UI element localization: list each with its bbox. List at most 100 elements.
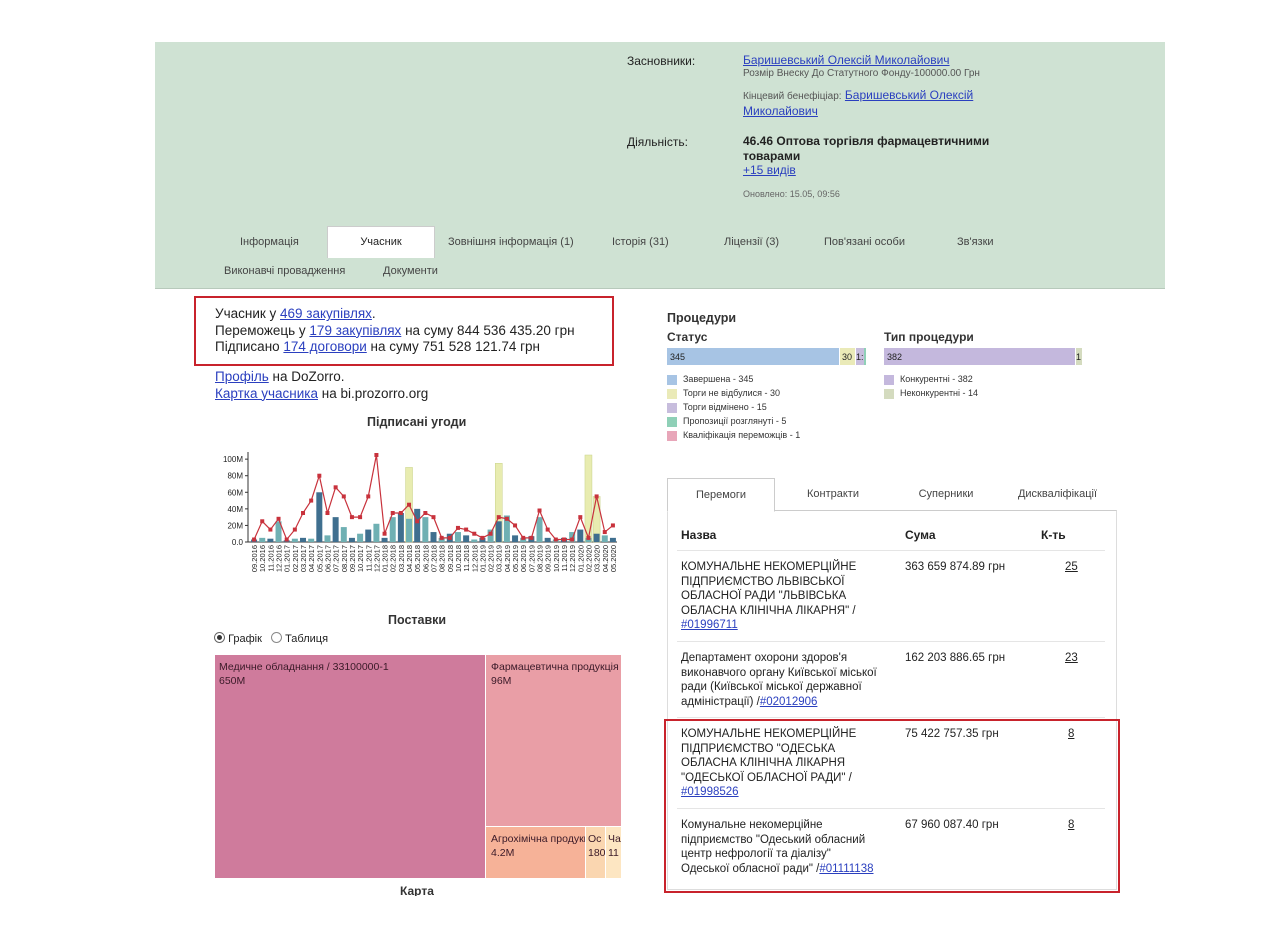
treemap-cell[interactable]: Медичне обладнання / 33100000-1 650M: [215, 655, 486, 878]
deal-bar[interactable]: [479, 537, 486, 542]
tab-wins[interactable]: Перемоги: [667, 478, 775, 512]
deal-bar[interactable]: [463, 535, 470, 542]
deal-bar[interactable]: [544, 537, 551, 542]
tab-enforcement[interactable]: Виконавчі провадження: [224, 265, 346, 277]
deal-bar[interactable]: [438, 537, 445, 542]
deal-bar[interactable]: [373, 523, 380, 542]
deal-bar[interactable]: [520, 537, 527, 542]
deals-point[interactable]: [439, 535, 444, 540]
deal-bar[interactable]: [601, 535, 608, 542]
deals-point[interactable]: [447, 535, 452, 540]
treemap-cell[interactable]: Ча 11: [606, 827, 621, 878]
deal-bar[interactable]: [381, 537, 388, 542]
deals-point[interactable]: [480, 535, 485, 540]
deals-point[interactable]: [292, 527, 297, 532]
deals-point[interactable]: [586, 535, 591, 540]
deal-bar[interactable]: [512, 535, 519, 542]
tab-contracts[interactable]: Контракти: [807, 488, 859, 500]
deals-point[interactable]: [276, 516, 281, 521]
deals-point[interactable]: [374, 453, 379, 457]
tab-competitors[interactable]: Суперники: [918, 488, 974, 500]
deal-bar[interactable]: [397, 513, 404, 542]
deals-point[interactable]: [496, 515, 501, 520]
deals-point[interactable]: [529, 535, 534, 540]
deals-point[interactable]: [423, 511, 428, 515]
deals-point[interactable]: [521, 535, 526, 540]
status-bar-segment[interactable]: 1:: [856, 348, 864, 365]
status-bar-segment[interactable]: [864, 348, 866, 365]
deal-bar[interactable]: [454, 532, 461, 542]
deals-point[interactable]: [513, 523, 518, 528]
deal-bar[interactable]: [316, 492, 323, 542]
deal-bar[interactable]: [471, 539, 478, 542]
deals-point[interactable]: [260, 519, 265, 524]
deal-bar[interactable]: [430, 532, 437, 542]
deals-point[interactable]: [366, 494, 371, 499]
deal-bar[interactable]: [357, 533, 364, 542]
deals-point[interactable]: [578, 515, 583, 520]
deal-bar[interactable]: [324, 535, 331, 542]
deals-point[interactable]: [407, 502, 412, 507]
row-count-link[interactable]: 8: [1068, 819, 1075, 831]
deals-point[interactable]: [333, 485, 338, 490]
radio-table[interactable]: [271, 632, 283, 643]
treemap-cell[interactable]: Фармацевтична продукція 96M: [486, 655, 621, 827]
deals-point[interactable]: [301, 511, 306, 515]
buyer-code-link[interactable]: #01996711: [681, 619, 738, 631]
buyer-code-link[interactable]: #01111138: [819, 862, 874, 875]
deals-point[interactable]: [252, 537, 257, 542]
deal-bar[interactable]: [308, 538, 315, 542]
row-count-link[interactable]: 23: [1065, 652, 1078, 664]
deal-bar[interactable]: [536, 517, 543, 542]
deal-bar[interactable]: [348, 537, 355, 542]
type-bar-segment[interactable]: 382: [884, 348, 1075, 365]
deals-point[interactable]: [610, 523, 615, 528]
deal-bar[interactable]: [414, 508, 421, 542]
deal-bar[interactable]: [585, 537, 592, 542]
deal-bar[interactable]: [422, 517, 429, 542]
deals-point[interactable]: [504, 516, 509, 521]
deal-bar[interactable]: [577, 529, 584, 542]
deals-point[interactable]: [268, 527, 273, 532]
deals-point[interactable]: [358, 515, 363, 520]
deals-point[interactable]: [349, 515, 354, 520]
deal-bar[interactable]: [365, 529, 372, 542]
tab-related-persons[interactable]: Пов'язані особи: [824, 236, 905, 248]
deal-bar[interactable]: [495, 521, 502, 542]
contracts-link[interactable]: 174 договори: [283, 339, 367, 354]
status-bar-segment[interactable]: 345: [667, 348, 839, 365]
tab-external-info[interactable]: Зовнішня інформація (1): [448, 236, 574, 248]
deals-point[interactable]: [325, 511, 330, 515]
status-bar-segment[interactable]: 30: [840, 348, 855, 365]
deals-point[interactable]: [570, 537, 575, 542]
deals-point[interactable]: [431, 515, 436, 520]
tab-history[interactable]: Історія (31): [612, 236, 669, 248]
participant-card-link[interactable]: Картка учасника: [215, 385, 318, 401]
row-count-link[interactable]: 8: [1068, 728, 1075, 740]
beneficiary-link[interactable]: Баришевський Олексій: [844, 88, 974, 102]
deal-bar[interactable]: [389, 517, 396, 542]
wins-link[interactable]: 179 закупівлях: [309, 322, 402, 338]
tab-disqualifications[interactable]: Дискваліфікації: [1017, 488, 1098, 500]
deals-point[interactable]: [415, 519, 420, 524]
deals-point[interactable]: [284, 537, 289, 542]
participations-link[interactable]: 469 закупівлях: [280, 306, 372, 321]
treemap-cell[interactable]: Агрохімічна продукція 4.2M: [486, 827, 586, 878]
deals-point[interactable]: [537, 508, 542, 513]
deal-bar[interactable]: [291, 538, 298, 542]
deal-bar[interactable]: [503, 515, 510, 542]
treemap-cell[interactable]: Ос 180: [586, 827, 606, 878]
deal-bar[interactable]: [340, 527, 347, 542]
buyer-code-link[interactable]: #01998526: [681, 786, 739, 798]
deals-point[interactable]: [472, 531, 477, 536]
deal-bar[interactable]: [275, 521, 282, 542]
radio-graph[interactable]: [214, 632, 225, 643]
deal-bar[interactable]: [569, 532, 576, 542]
deals-point[interactable]: [317, 473, 322, 478]
deals-point[interactable]: [382, 531, 387, 536]
deals-point[interactable]: [464, 527, 469, 532]
deals-point[interactable]: [602, 530, 607, 535]
deal-bar[interactable]: [259, 537, 266, 542]
deal-bar[interactable]: [487, 529, 494, 542]
tab-links[interactable]: Зв'язки: [957, 236, 994, 248]
